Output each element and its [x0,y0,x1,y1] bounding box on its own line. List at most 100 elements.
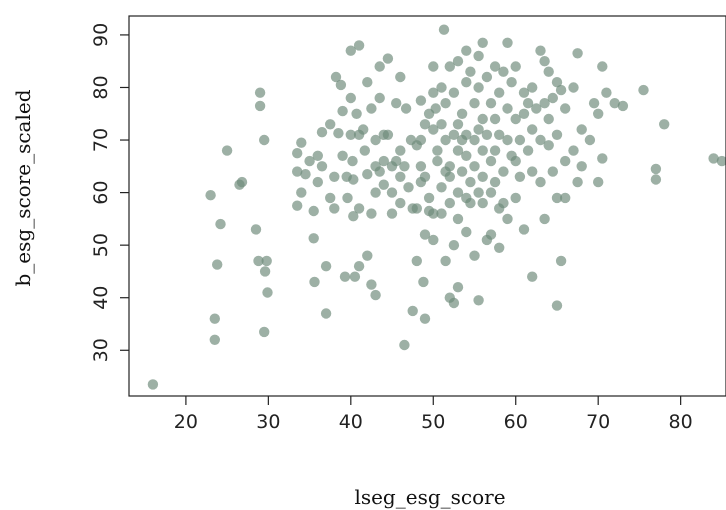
data-point [452,119,464,130]
data-point [430,103,441,114]
data-point [259,134,270,146]
data-point [403,182,414,193]
data-point [560,103,571,114]
data-point [448,129,460,140]
data-point [465,176,476,188]
data-point [345,92,356,104]
data-point [209,313,220,324]
data-point [221,145,233,156]
data-point [347,155,358,167]
data-point [522,145,534,156]
data-point [351,108,362,120]
data-point [418,276,429,288]
data-point [456,108,468,120]
data-point [415,161,427,172]
data-point [399,339,410,351]
data-point [601,87,612,98]
data-point [477,171,488,182]
data-point [494,242,505,253]
x-tick-label: 40 [339,411,363,433]
data-point [370,187,381,198]
y-axis-title: b_esg_score_scaled [11,89,35,286]
data-point [543,66,554,77]
data-point [337,150,348,161]
data-point [259,266,271,277]
data-point [440,255,451,267]
data-point [428,208,439,219]
data-point [572,48,583,59]
data-point [498,66,509,77]
data-point [395,145,406,156]
data-point [597,61,608,72]
data-point [399,161,410,172]
data-point [716,155,726,167]
data-point [348,211,359,222]
data-point [440,98,451,109]
data-point [469,98,480,109]
data-point [308,205,319,217]
data-point [469,161,480,172]
data-point [477,113,488,125]
data-point [481,129,493,140]
data-point [259,326,270,338]
data-point [461,77,472,88]
x-tick-label: 20 [174,411,198,433]
x-tick-label: 80 [669,411,693,433]
data-point [477,197,488,209]
data-point [568,145,579,156]
data-point [456,166,468,177]
data-point [428,87,439,98]
data-point [452,213,464,225]
y-tick-label: 90 [90,23,112,47]
data-point [593,108,604,120]
data-point [535,134,546,146]
data-point [514,134,526,146]
data-point [391,155,402,167]
data-point [312,176,323,188]
data-point [374,166,385,177]
data-point [551,300,563,311]
data-point [345,129,356,140]
data-point [337,105,348,117]
data-point [452,187,464,198]
data-point [494,129,505,140]
data-point [339,271,351,282]
data-point [465,66,476,77]
data-point [659,119,670,130]
data-point [423,192,435,204]
data-point [304,155,315,167]
data-point [236,176,248,188]
data-point [292,148,303,159]
y-tick-label: 80 [90,75,112,99]
data-point [325,119,336,130]
data-point [547,166,558,177]
data-point [370,289,381,301]
data-point [477,37,488,48]
data-point [489,61,501,72]
y-tick-label: 40 [90,286,112,310]
data-point [555,84,567,96]
data-point [555,255,567,267]
data-point [473,295,484,306]
data-point [366,279,377,290]
data-point [448,297,460,309]
data-point [438,24,450,35]
data-point [296,137,307,148]
data-point [502,213,513,225]
data-point [419,313,431,324]
data-point [444,197,455,209]
data-point [415,134,427,146]
y-tick-label: 30 [90,338,112,362]
data-point [498,166,509,177]
data-point [436,119,447,130]
data-point [147,379,159,390]
x-tick-label: 50 [421,411,445,433]
data-point [502,134,513,146]
data-point [362,77,373,88]
data-point [436,208,447,219]
data-point [522,98,534,109]
data-point [382,53,394,64]
data-point [378,155,389,167]
data-point [254,100,266,112]
data-point [370,134,381,146]
